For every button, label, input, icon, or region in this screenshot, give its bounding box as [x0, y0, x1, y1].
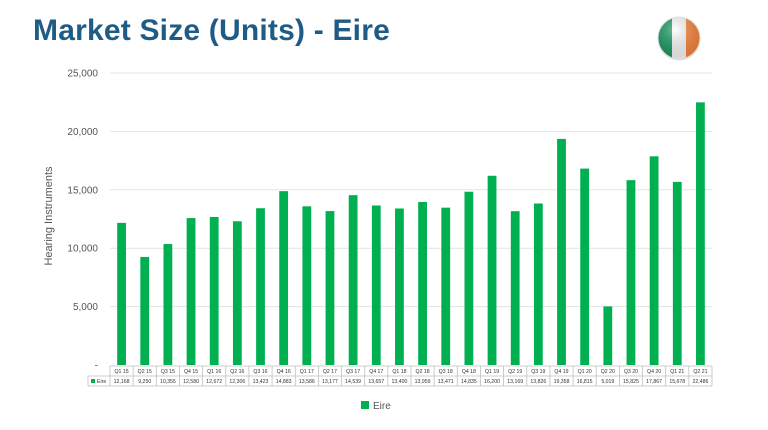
legend-swatch-eire — [361, 401, 369, 409]
bar-q2-16 — [232, 221, 242, 365]
ireland-flag-icon — [657, 16, 701, 61]
data-value-label: 13,826 — [530, 379, 546, 385]
bar-q3-18 — [441, 207, 451, 365]
x-category-label: Q1 18 — [392, 369, 406, 375]
x-category-label: Q3 16 — [253, 369, 267, 375]
data-value-label: 17,867 — [646, 379, 662, 385]
x-category-label: Q4 18 — [462, 369, 476, 375]
bar-q1-18 — [395, 208, 404, 365]
bar-q1-21 — [672, 181, 682, 365]
data-value-label: 13,471 — [438, 379, 454, 385]
x-category-label: Q3 20 — [624, 369, 638, 375]
x-category-label: Q3 19 — [531, 369, 545, 375]
data-value-label: 15,825 — [623, 379, 639, 385]
bar-q4-15 — [186, 218, 196, 365]
x-category-label: Q2 15 — [138, 369, 152, 375]
x-category-label: Q3 17 — [346, 369, 360, 375]
data-value-label: 10,355 — [160, 379, 176, 385]
x-category-label: Q4 20 — [647, 369, 661, 375]
data-table: Eire Q1 15 12,168 Q2 15 9,250 Q3 15 10,355 Q4 1… — [87, 365, 713, 387]
data-value-label: 13,586 — [299, 379, 315, 385]
x-category-label: Q2 20 — [601, 369, 615, 375]
x-category-label: Q2 16 — [230, 369, 244, 375]
y-tick-label: 25,000 — [67, 69, 98, 80]
bar-q3-19 — [533, 203, 543, 365]
data-value-label: 15,678 — [669, 379, 685, 385]
table-series-swatch — [91, 379, 95, 383]
data-value-label: 12,168 — [114, 379, 130, 385]
data-value-label: 13,959 — [415, 379, 431, 385]
data-value-label: 13,169 — [507, 379, 523, 385]
x-category-label: Q4 19 — [554, 369, 568, 375]
data-value-label: 13,400 — [391, 379, 407, 385]
legend: Eire — [361, 401, 391, 412]
bar-q1-15 — [117, 222, 126, 365]
data-value-label: 12,306 — [229, 379, 245, 385]
data-value-label: 13,423 — [253, 379, 269, 385]
y-tick-label: 10,000 — [67, 244, 98, 255]
bar-q1-16 — [209, 216, 219, 365]
x-category-label: Q1 19 — [485, 369, 499, 375]
page-title: Market Size (Units) - Eire — [33, 14, 390, 47]
bar-q2-17 — [325, 211, 335, 365]
x-category-label: Q2 19 — [508, 369, 522, 375]
data-value-label: 16,200 — [484, 379, 500, 385]
data-value-label: 19,358 — [554, 379, 570, 385]
x-category-label: Q1 20 — [578, 369, 592, 375]
bar-q2-21 — [696, 102, 705, 365]
y-axis-label: Hearing Instruments — [43, 166, 55, 266]
bar-q3-16 — [256, 208, 265, 365]
x-category-label: Q2 18 — [416, 369, 430, 375]
data-value-label: 14,835 — [461, 379, 477, 385]
bar-q2-18 — [418, 201, 427, 365]
gridlines — [110, 72, 712, 308]
x-category-label: Q3 18 — [439, 369, 453, 375]
data-value-label: 12,672 — [206, 379, 222, 385]
x-category-label: Q1 21 — [670, 369, 684, 375]
bar-q1-20 — [580, 168, 590, 365]
legend-label-eire: Eire — [373, 401, 391, 412]
bar-q4-19 — [557, 138, 566, 365]
data-value-label: 14,539 — [345, 379, 361, 385]
table-series-label: Eire — [97, 379, 106, 385]
x-category-label: Q1 15 — [115, 369, 129, 375]
y-axis-ticks: - 5,000 10,000 15,000 20,000 25,000 — [67, 69, 98, 372]
bar-q2-20 — [603, 306, 613, 365]
bar-q3-20 — [626, 180, 636, 365]
y-tick-label: 15,000 — [67, 185, 98, 196]
data-value-label: 12,580 — [183, 379, 199, 385]
x-category-label: Q1 16 — [207, 369, 221, 375]
x-category-label: Q3 15 — [161, 369, 175, 375]
y-tick-label: 20,000 — [67, 127, 98, 138]
data-value-label: 9,250 — [138, 379, 151, 385]
bar-q4-18 — [464, 191, 474, 365]
bar-q1-17 — [302, 206, 312, 365]
x-category-label: Q4 17 — [369, 369, 383, 375]
data-value-label: 22,486 — [692, 379, 708, 385]
bars — [117, 102, 705, 365]
y-tick-label: 5,000 — [73, 302, 98, 313]
data-value-label: 13,177 — [322, 379, 338, 385]
x-category-label: Q2 21 — [693, 369, 707, 375]
y-tick-label: - — [95, 361, 98, 372]
bar-q1-19 — [487, 175, 497, 365]
bar-q2-19 — [510, 211, 520, 365]
data-value-label: 5,019 — [601, 379, 614, 385]
bar-q2-15 — [140, 256, 150, 365]
data-value-label: 13,657 — [368, 379, 384, 385]
bar-q4-17 — [371, 205, 381, 365]
bar-q3-17 — [348, 195, 358, 365]
bar-q4-20 — [649, 156, 659, 365]
data-value-label: 14,883 — [276, 379, 292, 385]
x-category-label: Q4 15 — [184, 369, 198, 375]
x-category-label: Q4 16 — [277, 369, 291, 375]
data-value-label: 16,815 — [577, 379, 593, 385]
bar-q4-16 — [279, 191, 289, 365]
x-category-label: Q2 17 — [323, 369, 337, 375]
bar-q3-15 — [163, 244, 173, 365]
x-category-label: Q1 17 — [300, 369, 314, 375]
